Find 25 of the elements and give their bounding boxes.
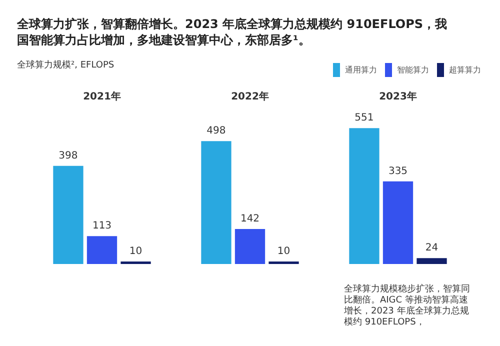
bar — [201, 141, 232, 264]
chart-subtitle: 全球算力规模², EFLOPS — [17, 60, 114, 70]
legend-label: 通用算力 — [345, 66, 377, 74]
bar — [349, 128, 380, 264]
bar — [382, 181, 414, 264]
chart-title: 全球算力扩张，智算翻倍增长。2023 年底全球算力总规模约 910EFLOPS，我国智能算力占比增加，多地建设智算中心，东部居多¹。 — [16, 17, 448, 47]
data-label: 10 — [129, 246, 142, 258]
bar — [86, 236, 118, 264]
bar — [234, 228, 266, 264]
x-tick-label: 2022年 — [231, 90, 269, 102]
x-tick-label: 2021年 — [83, 90, 121, 102]
data-label: 335 — [388, 166, 408, 177]
data-label: 498 — [206, 126, 226, 137]
data-label: 398 — [58, 150, 78, 162]
legend-label: 超算算力 — [449, 66, 481, 74]
legend-label: 智能算力 — [397, 66, 429, 74]
data-label: 113 — [92, 220, 112, 232]
data-label: 24 — [425, 242, 438, 254]
text: 全球算力规模稳步扩张，智算同比翻倍。AIGC 等推动智算高速增长，2023 年底全球算力总规模约 910EFLOPS， — [343, 284, 470, 328]
data-label: 142 — [240, 213, 260, 224]
data-label: 10 — [277, 246, 290, 258]
bar — [416, 258, 447, 264]
x-tick-label: 2023年 — [379, 90, 417, 102]
bar — [53, 166, 84, 264]
data-label: 551 — [354, 112, 374, 124]
